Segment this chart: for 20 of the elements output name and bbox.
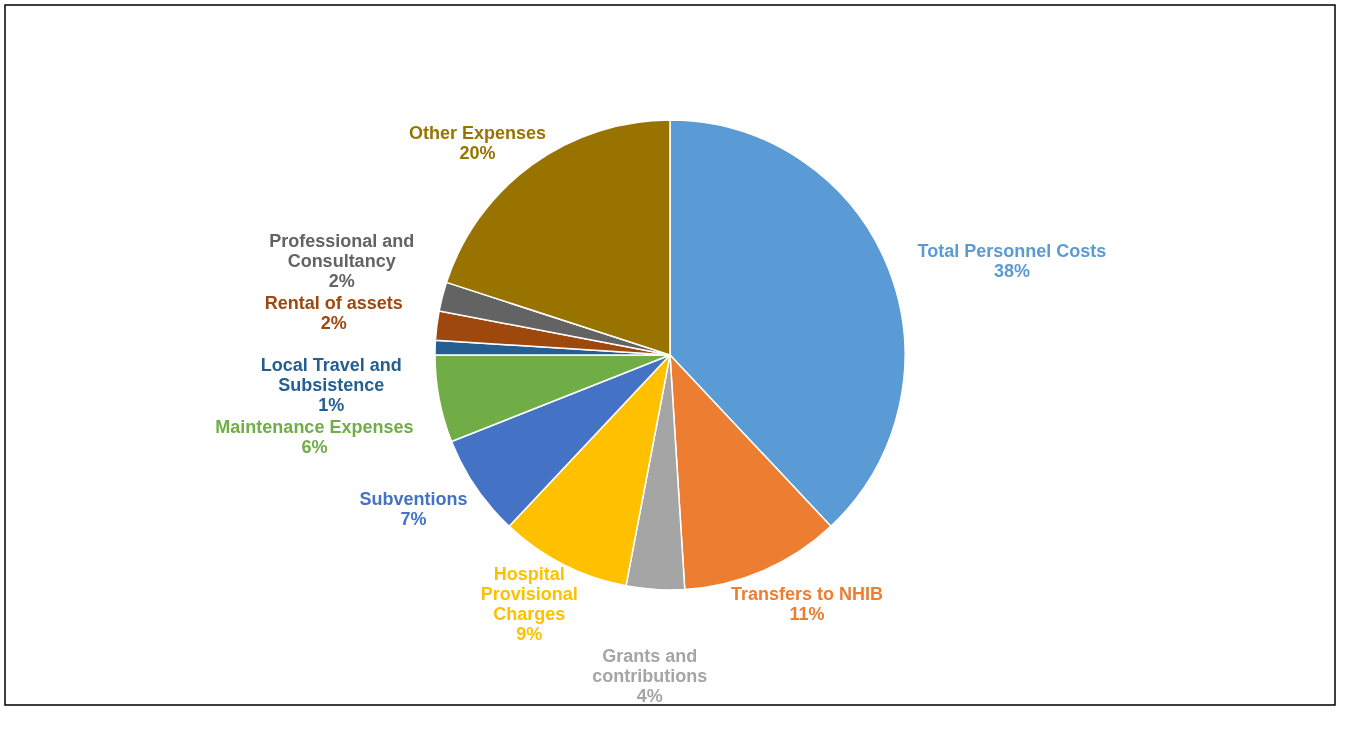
data-label: 6% <box>301 436 328 457</box>
data-label: 1% <box>318 394 345 415</box>
data-label: 7% <box>400 509 427 530</box>
slice-label: Hospital Provisional Charges <box>480 564 578 625</box>
slice-label: Transfers to NHIB <box>730 584 883 605</box>
data-label: 20% <box>459 142 496 163</box>
data-label: 11% <box>789 604 825 625</box>
data-label: 38% <box>993 260 1030 281</box>
slice-label: Local Travel and Subsistence <box>260 354 402 395</box>
slice-label: Other Expenses <box>408 122 547 143</box>
slice-label: Rental of assets <box>264 292 403 313</box>
slice-label: Grants and contributions <box>592 646 708 687</box>
data-label: 2% <box>320 312 347 333</box>
data-label: 4% <box>636 686 663 707</box>
data-label: 2% <box>328 270 355 291</box>
slice-label: Professional and Consultancy <box>269 230 415 271</box>
slice-label: Total Personnel Costs <box>917 240 1107 261</box>
slice-label: Maintenance Expenses <box>215 416 414 437</box>
slice-label: Subventions <box>359 489 468 510</box>
data-label: 9% <box>516 624 543 645</box>
